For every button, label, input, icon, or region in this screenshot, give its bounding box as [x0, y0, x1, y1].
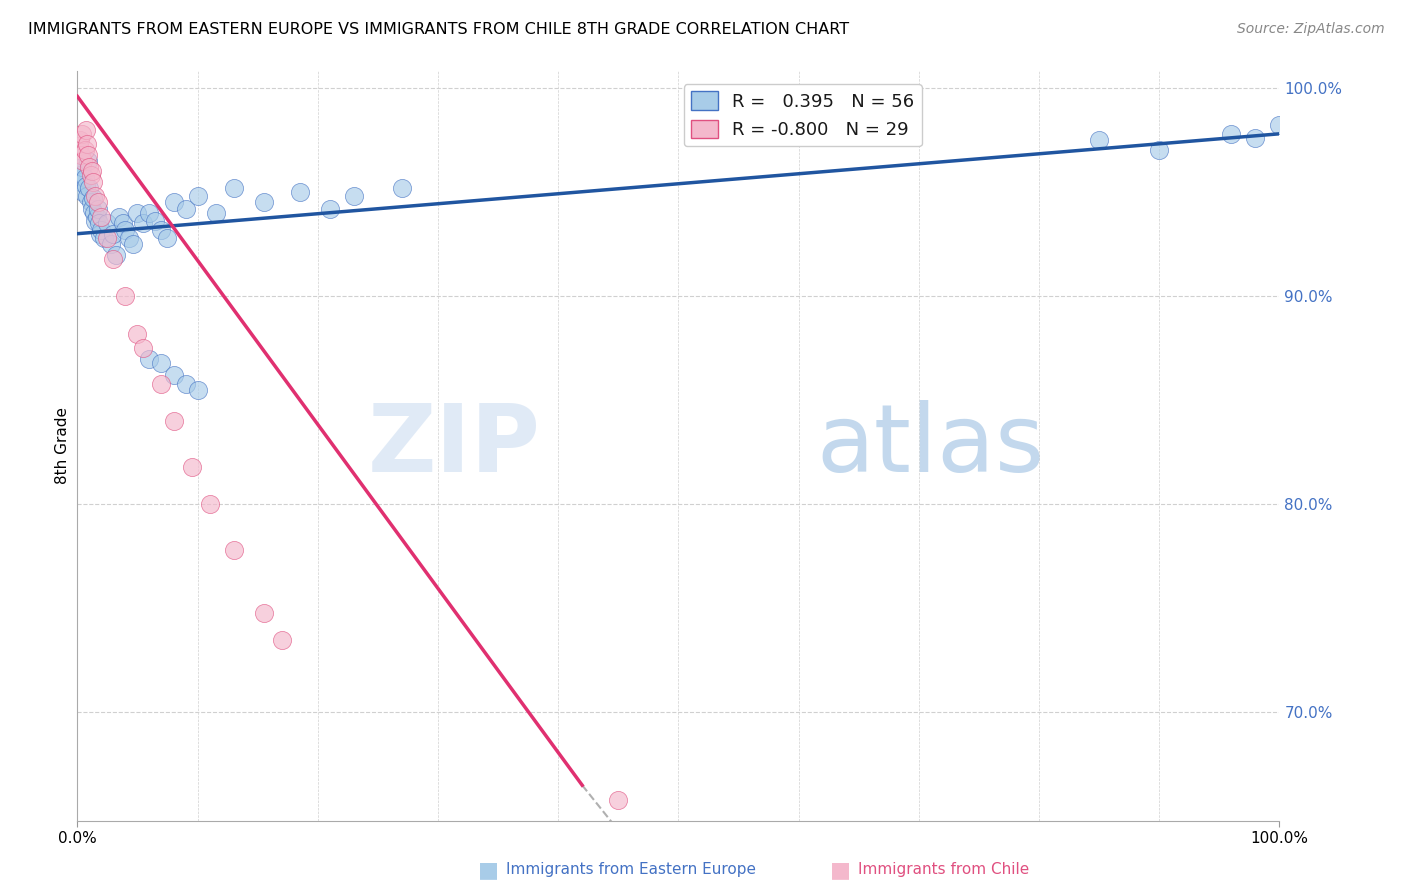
Point — [82, 191, 104, 205]
Point — [1244, 131, 1267, 145]
Text: ■: ■ — [830, 860, 851, 880]
Point — [80, 164, 103, 178]
Point — [174, 376, 197, 391]
Point — [114, 222, 136, 236]
Point — [76, 137, 98, 152]
Point — [73, 144, 96, 158]
Point — [103, 227, 125, 241]
Point — [162, 414, 184, 428]
Point — [187, 383, 209, 397]
Point — [138, 351, 160, 366]
Point — [222, 181, 245, 195]
Point — [96, 216, 118, 230]
Point — [87, 202, 110, 216]
Point — [198, 497, 221, 511]
Point — [84, 189, 107, 203]
Point — [253, 195, 276, 210]
Text: Immigrants from Chile: Immigrants from Chile — [858, 863, 1029, 877]
Point — [70, 175, 93, 189]
Point — [103, 252, 125, 266]
Point — [72, 185, 94, 199]
Point — [100, 237, 122, 252]
Point — [90, 222, 112, 236]
Point — [70, 127, 93, 141]
Text: ■: ■ — [478, 860, 499, 880]
Point — [156, 231, 179, 245]
Point — [162, 195, 184, 210]
Point — [90, 210, 112, 224]
Point — [67, 164, 90, 178]
Text: Immigrants from Eastern Europe: Immigrants from Eastern Europe — [506, 863, 756, 877]
Point — [108, 210, 131, 224]
Point — [93, 231, 115, 245]
Point — [82, 175, 104, 189]
Point — [288, 185, 311, 199]
Point — [86, 210, 108, 224]
Point — [180, 459, 202, 474]
Point — [127, 206, 149, 220]
Point — [150, 356, 173, 370]
Text: Source: ZipAtlas.com: Source: ZipAtlas.com — [1237, 22, 1385, 37]
Point — [222, 543, 245, 558]
Point — [80, 202, 103, 216]
Point — [89, 227, 111, 241]
Point — [104, 247, 127, 261]
Point — [69, 169, 91, 183]
Point — [150, 376, 173, 391]
Point — [132, 341, 155, 355]
Point — [204, 206, 226, 220]
Point — [1220, 127, 1243, 141]
Point — [70, 147, 93, 161]
Point — [270, 632, 292, 647]
Point — [127, 326, 149, 341]
Point — [391, 181, 413, 195]
Point — [319, 202, 342, 216]
Point — [87, 216, 110, 230]
Point — [87, 195, 110, 210]
Point — [72, 153, 94, 168]
Point — [174, 202, 197, 216]
Point — [1268, 119, 1291, 133]
Point — [75, 122, 97, 136]
Point — [70, 160, 93, 174]
Point — [75, 178, 97, 193]
Text: ZIP: ZIP — [367, 400, 540, 492]
Point — [1088, 133, 1111, 147]
Point — [138, 206, 160, 220]
Point — [253, 606, 276, 620]
Point — [77, 153, 100, 168]
Text: atlas: atlas — [817, 400, 1045, 492]
Point — [145, 214, 167, 228]
Point — [84, 214, 107, 228]
Point — [607, 793, 630, 807]
Point — [162, 368, 184, 383]
Y-axis label: 8th Grade: 8th Grade — [55, 408, 70, 484]
Point — [79, 169, 101, 183]
Point — [73, 170, 96, 185]
Point — [83, 206, 105, 220]
Point — [114, 289, 136, 303]
Text: IMMIGRANTS FROM EASTERN EUROPE VS IMMIGRANTS FROM CHILE 8TH GRADE CORRELATION CH: IMMIGRANTS FROM EASTERN EUROPE VS IMMIGR… — [28, 22, 849, 37]
Point — [1149, 144, 1171, 158]
Point — [76, 189, 98, 203]
Point — [118, 231, 141, 245]
Point — [79, 195, 101, 210]
Point — [79, 181, 101, 195]
Point — [111, 216, 134, 230]
Point — [79, 160, 101, 174]
Point — [69, 133, 91, 147]
Legend: R =   0.395   N = 56, R = -0.800   N = 29: R = 0.395 N = 56, R = -0.800 N = 29 — [683, 84, 922, 146]
Point — [67, 139, 90, 153]
Point — [77, 147, 100, 161]
Point — [121, 237, 143, 252]
Point — [150, 222, 173, 236]
Point — [96, 231, 118, 245]
Point — [187, 189, 209, 203]
Point — [132, 216, 155, 230]
Point — [343, 189, 366, 203]
